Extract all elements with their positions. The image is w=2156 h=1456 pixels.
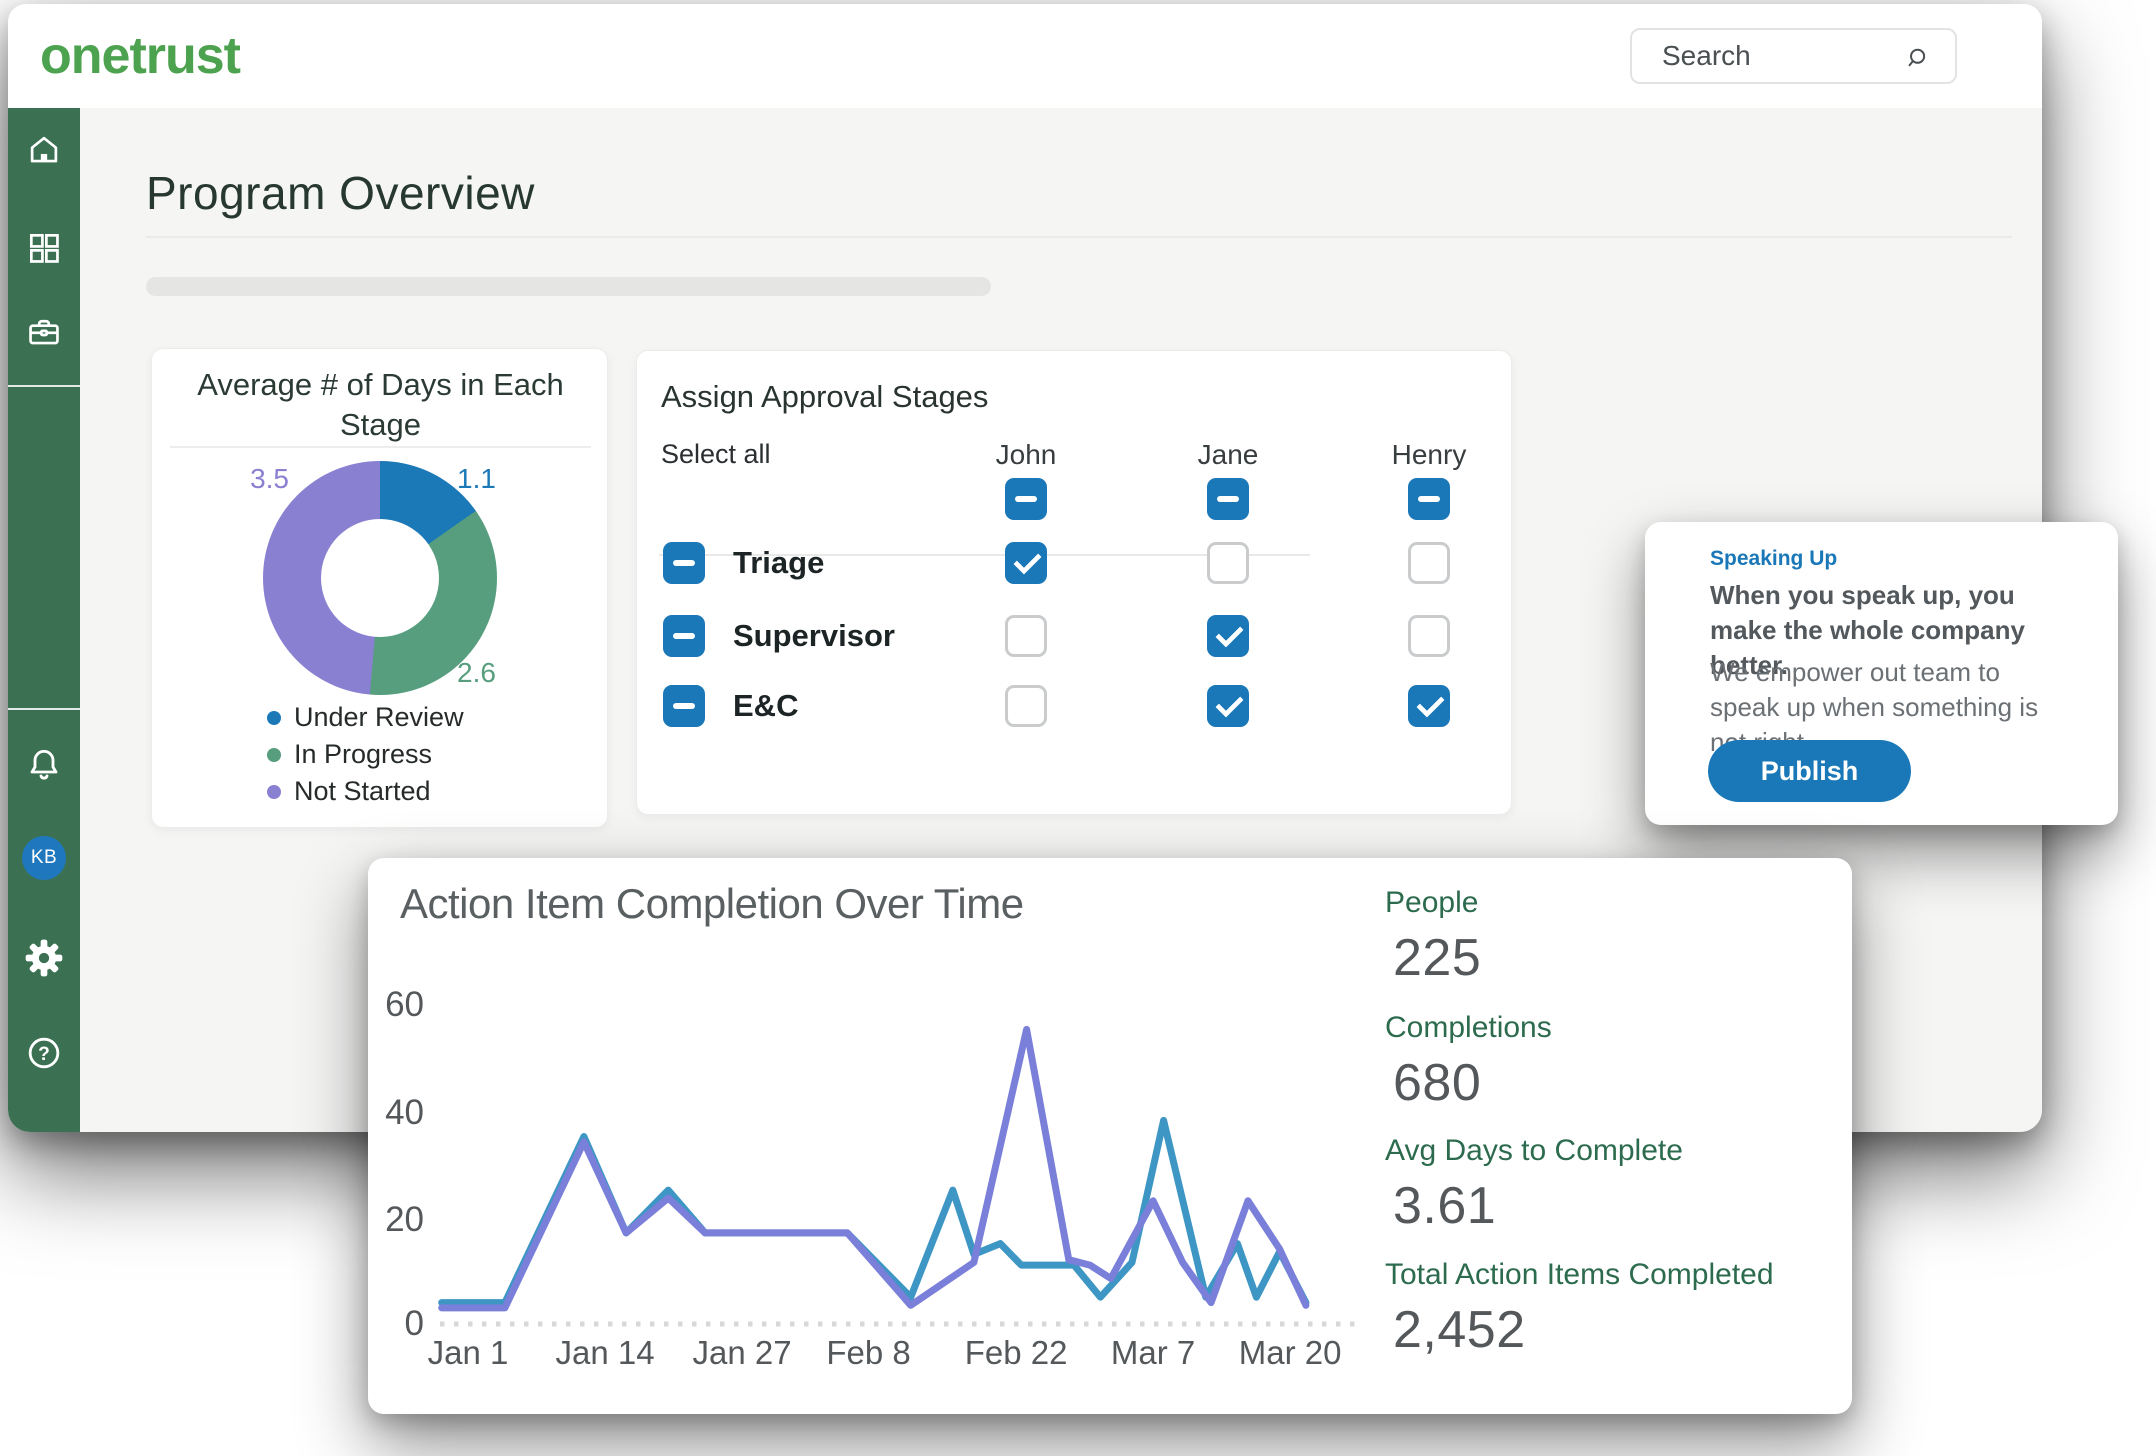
avg-days-card: Average # of Days in Each Stage 1.1 2.6 … bbox=[151, 348, 608, 828]
stage-label-ec: E&C bbox=[733, 688, 799, 723]
legend-item: In Progress bbox=[267, 739, 464, 769]
stat-value: 225 bbox=[1393, 929, 1482, 987]
legend-item: Under Review bbox=[267, 702, 464, 732]
svg-text:?: ? bbox=[38, 1044, 50, 1065]
select-all-label: Select all bbox=[661, 439, 771, 469]
sidebar-item-apps[interactable] bbox=[20, 224, 68, 272]
x-axis-tick: Jan 1 bbox=[427, 1334, 509, 1371]
sidebar-divider bbox=[8, 385, 80, 387]
column-select-checkbox-jane[interactable] bbox=[1207, 478, 1249, 520]
y-axis-tick: 60 bbox=[385, 985, 424, 1024]
checkbox-triage-jane[interactable] bbox=[1207, 542, 1249, 584]
donut-hole bbox=[321, 519, 439, 637]
legend-label: Not Started bbox=[294, 776, 431, 806]
legend-dot-in-progress bbox=[267, 747, 281, 762]
line-chart-title: Action Item Completion Over Time bbox=[400, 880, 1024, 927]
sidebar: KB bbox=[8, 108, 80, 1132]
sidebar-item-home[interactable] bbox=[20, 126, 68, 174]
stage-label-triage: Triage bbox=[733, 545, 825, 580]
briefcase-icon bbox=[29, 319, 59, 345]
home-icon bbox=[30, 136, 58, 163]
checkbox-supervisor-jane[interactable] bbox=[1207, 615, 1249, 657]
stat-label: Total Action Items Completed bbox=[1385, 1258, 1774, 1291]
x-axis-tick: Jan 27 bbox=[692, 1334, 792, 1371]
search-input[interactable] bbox=[1662, 30, 1902, 82]
help-icon: ? bbox=[28, 1037, 60, 1069]
checkbox-supervisor-john[interactable] bbox=[1005, 615, 1047, 657]
top-bar: onetrust bbox=[8, 4, 2042, 108]
x-axis-tick: Mar 7 bbox=[1110, 1334, 1196, 1371]
title-divider bbox=[146, 236, 2012, 238]
avatar[interactable]: KB bbox=[22, 836, 66, 880]
page-title: Program Overview bbox=[146, 167, 535, 219]
sidebar-divider bbox=[8, 708, 80, 710]
onetrust-logo[interactable]: onetrust bbox=[40, 27, 241, 85]
donut-legend: Under Review In Progress Not Started bbox=[267, 702, 464, 815]
x-axis-tick: Jan 14 bbox=[555, 1334, 655, 1371]
action-item-card: Action Item Completion Over Time 60 40 2… bbox=[368, 858, 1852, 1414]
donut-value-in-progress: 2.6 bbox=[457, 657, 496, 688]
checkbox-ec-jane[interactable] bbox=[1207, 685, 1249, 727]
stat-total-items: Total Action Items Completed 2,452 bbox=[1385, 1258, 1845, 1360]
row-select-checkbox-triage[interactable] bbox=[663, 542, 705, 584]
assign-approval-card: Assign Approval Stages Select all John J… bbox=[636, 350, 1512, 815]
checkbox-triage-henry[interactable] bbox=[1408, 542, 1450, 584]
donut-chart-title: Average # of Days in Each Stage bbox=[197, 367, 564, 442]
legend-dot-under-review bbox=[267, 710, 281, 725]
sidebar-item-help[interactable]: ? bbox=[20, 1029, 68, 1077]
x-axis-tick: Feb 8 bbox=[826, 1334, 911, 1371]
speaking-up-eyebrow: Speaking Up bbox=[1710, 547, 1838, 570]
legend-label: In Progress bbox=[294, 739, 433, 769]
checkbox-ec-henry[interactable] bbox=[1408, 685, 1450, 727]
completion-line-chart bbox=[438, 1025, 1356, 1327]
row-select-checkbox-supervisor[interactable] bbox=[663, 615, 705, 657]
stage-label-supervisor: Supervisor bbox=[733, 618, 895, 653]
stat-value: 680 bbox=[1393, 1054, 1482, 1112]
column-header-john: John bbox=[995, 439, 1057, 470]
checkbox-supervisor-henry[interactable] bbox=[1408, 615, 1450, 657]
speaking-up-card: Speaking Up When you speak up, you make … bbox=[1645, 522, 2118, 825]
publish-button[interactable]: Publish bbox=[1708, 740, 1911, 802]
row-select-checkbox-ec[interactable] bbox=[663, 685, 705, 727]
stat-completions: Completions 680 bbox=[1385, 1011, 1845, 1113]
stat-avg-days: Avg Days to Complete 3.61 bbox=[1385, 1134, 1845, 1236]
stat-label: People bbox=[1385, 886, 1479, 919]
card-divider bbox=[170, 446, 591, 448]
card-divider bbox=[659, 554, 1310, 556]
y-axis-tick: 40 bbox=[385, 1093, 424, 1132]
checkbox-ec-john[interactable] bbox=[1005, 685, 1047, 727]
progress-bar bbox=[146, 277, 991, 296]
stat-label: Completions bbox=[1385, 1011, 1552, 1044]
donut-value-under-review: 1.1 bbox=[457, 463, 496, 494]
x-axis-tick: Mar 20 bbox=[1238, 1334, 1342, 1371]
sidebar-item-workspace[interactable] bbox=[20, 308, 68, 356]
search-box[interactable] bbox=[1630, 28, 1957, 84]
y-axis-tick: 20 bbox=[385, 1200, 424, 1239]
legend-item: Not Started bbox=[267, 776, 464, 806]
y-axis-tick: 0 bbox=[404, 1304, 424, 1343]
column-header-henry: Henry bbox=[1391, 439, 1467, 470]
column-header-jane: Jane bbox=[1197, 439, 1259, 470]
bell-icon bbox=[30, 749, 58, 780]
search-icon[interactable] bbox=[1903, 44, 1931, 72]
stat-value: 2,452 bbox=[1393, 1301, 1526, 1359]
stat-people: People 225 bbox=[1385, 886, 1845, 988]
x-axis-tick: Feb 22 bbox=[964, 1334, 1068, 1371]
legend-label: Under Review bbox=[294, 702, 464, 732]
gear-icon bbox=[25, 939, 63, 977]
column-select-checkbox-john[interactable] bbox=[1005, 478, 1047, 520]
column-select-checkbox-henry[interactable] bbox=[1408, 478, 1450, 520]
sidebar-item-notifications[interactable] bbox=[20, 741, 68, 789]
grid-icon bbox=[29, 233, 59, 263]
speaking-up-heading: When you speak up, you make the whole co… bbox=[1710, 580, 2025, 680]
legend-dot-not-started bbox=[267, 784, 281, 799]
stat-value: 3.61 bbox=[1393, 1177, 1497, 1235]
checkbox-triage-john[interactable] bbox=[1005, 542, 1047, 584]
assign-card-title: Assign Approval Stages bbox=[661, 379, 989, 414]
donut-value-not-started: 3.5 bbox=[250, 463, 289, 494]
sidebar-item-settings[interactable] bbox=[20, 934, 68, 982]
stat-label: Avg Days to Complete bbox=[1385, 1134, 1683, 1167]
